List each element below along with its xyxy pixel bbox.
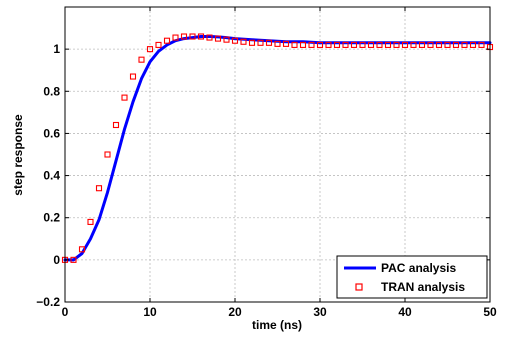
tran-analysis-point bbox=[376, 41, 383, 48]
tran-analysis-point bbox=[418, 41, 426, 48]
tran-analysis-point bbox=[206, 34, 213, 41]
tran-analysis-point bbox=[231, 37, 239, 44]
tran-analysis-point bbox=[265, 39, 273, 46]
tran-analysis-point bbox=[308, 41, 315, 48]
x-tick-label: 40 bbox=[398, 305, 412, 319]
tran-analysis-point bbox=[316, 41, 324, 48]
y-axis-label: step response bbox=[11, 114, 25, 196]
legend-box bbox=[336, 255, 488, 299]
tran-analysis-point bbox=[129, 73, 137, 80]
tran-analysis-point bbox=[155, 41, 162, 48]
y-tick-label: 1 bbox=[53, 42, 60, 56]
tran-analysis-point bbox=[172, 34, 179, 41]
tran-analysis-point bbox=[240, 38, 247, 45]
tran-analysis-point bbox=[70, 256, 77, 263]
tran-analysis-point bbox=[359, 41, 366, 48]
tran-analysis-point bbox=[384, 41, 392, 48]
tran-analysis-point bbox=[469, 41, 477, 48]
tran-analysis-point bbox=[121, 94, 128, 101]
tran-analysis-point bbox=[180, 33, 188, 40]
tran-analysis-point bbox=[223, 36, 230, 43]
tran-analysis-point bbox=[163, 37, 171, 44]
tran-analysis-point bbox=[427, 41, 434, 48]
tran-analysis-point bbox=[78, 246, 86, 253]
tran-analysis-point bbox=[401, 41, 409, 48]
plot-background bbox=[65, 7, 490, 302]
tran-analysis-point bbox=[342, 41, 349, 48]
ticks bbox=[64, 7, 491, 303]
tran-analysis-point bbox=[138, 56, 145, 63]
tran-analysis-point bbox=[112, 121, 120, 129]
legend-pac-label: PAC analysis bbox=[381, 261, 456, 275]
y-tick-label: −0.2 bbox=[36, 295, 60, 309]
tran-analysis-point bbox=[393, 41, 400, 48]
tran-analysis-point bbox=[291, 41, 298, 48]
x-tick-label: 50 bbox=[483, 305, 497, 319]
y-tick-label: 0.4 bbox=[43, 169, 60, 183]
tran-analysis-point bbox=[410, 41, 417, 48]
tran-analysis-point bbox=[104, 151, 111, 158]
legend-tran-marker bbox=[355, 283, 363, 291]
tran-analysis-point bbox=[299, 41, 307, 48]
tran-analysis-point bbox=[189, 33, 196, 40]
x-tick-label: 30 bbox=[313, 305, 327, 319]
tran-analysis-point bbox=[248, 39, 256, 46]
tran-analysis-point bbox=[367, 41, 375, 48]
x-tick-label: 10 bbox=[143, 305, 157, 319]
y-tick-label: 0 bbox=[53, 253, 60, 267]
tran-analysis-point bbox=[444, 41, 451, 48]
plot-frame bbox=[64, 6, 491, 303]
tran-analysis-point bbox=[87, 218, 94, 225]
y-tick-label: 0.2 bbox=[43, 211, 60, 225]
tran-analysis-point bbox=[452, 41, 460, 48]
legend: PAC analysis TRAN analysis bbox=[336, 255, 488, 299]
tran-analysis-point bbox=[95, 185, 103, 192]
tran-analysis-point bbox=[257, 39, 264, 46]
tran-analysis-point bbox=[214, 35, 222, 42]
tran-analysis-point bbox=[350, 41, 358, 48]
x-tick-label: 20 bbox=[228, 305, 242, 319]
legend-tran-label: TRAN analysis bbox=[381, 280, 465, 294]
tran-analysis-point bbox=[274, 40, 281, 47]
y-tick-label: 0.8 bbox=[43, 84, 60, 98]
y-tick-label: 0.6 bbox=[43, 126, 60, 140]
x-tick-label: 0 bbox=[62, 305, 69, 319]
tran-analysis-point bbox=[461, 41, 468, 48]
tran-analysis-point bbox=[282, 40, 290, 47]
tick-labels: 0 10 20 30 40 50−0.200.20.40.60.81 bbox=[36, 42, 497, 319]
tran-analysis-point bbox=[197, 33, 205, 40]
tran-analysis-point bbox=[478, 41, 485, 48]
tran-analysis-point bbox=[435, 41, 443, 48]
tran-analysis-point bbox=[333, 41, 341, 48]
x-axis-label: time (ns) bbox=[252, 318, 302, 332]
tran-analysis-point bbox=[146, 46, 154, 53]
tran-analysis-point bbox=[325, 41, 332, 48]
